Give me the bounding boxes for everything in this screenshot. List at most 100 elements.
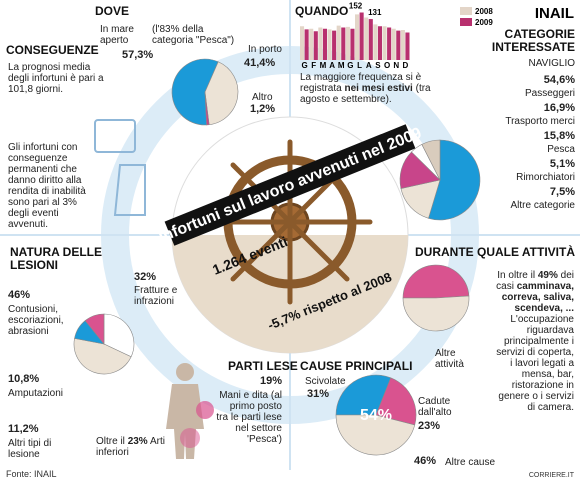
highlight xyxy=(196,401,214,419)
bar xyxy=(327,29,332,60)
x-tick-label: G xyxy=(301,61,307,70)
value: 54,6% xyxy=(543,74,575,86)
x-tick-label: N xyxy=(393,61,399,70)
label: Altre categorie xyxy=(510,200,575,211)
data-label: 152 xyxy=(349,2,363,11)
label: Fratture e infrazioni xyxy=(134,285,178,307)
bar xyxy=(345,26,350,60)
bar xyxy=(359,12,364,60)
label: Mani e dita (al primo posto tra le parti… xyxy=(216,390,282,445)
value: 57,3% xyxy=(122,49,154,61)
x-tick-label: G xyxy=(347,61,353,70)
x-tick-label: F xyxy=(311,61,316,70)
bar xyxy=(332,30,337,60)
pie-slice xyxy=(375,377,417,426)
legend-label: 2008 xyxy=(475,7,493,16)
value: 5,1% xyxy=(549,158,575,170)
text: L'occupazione riguardava principalmente … xyxy=(496,314,574,413)
value: 23% xyxy=(418,420,441,432)
section-title: CATEGORIE INTERESSATE xyxy=(491,27,575,54)
value: 1,2% xyxy=(250,103,276,115)
label: Altri tipi di lesione xyxy=(8,438,52,460)
pie-slice xyxy=(84,313,105,345)
pie-slice xyxy=(335,414,416,456)
label: Passeggeri xyxy=(524,88,575,99)
x-tick-label: A xyxy=(329,61,335,70)
value: 23% xyxy=(127,436,148,447)
bar xyxy=(364,17,369,60)
label: Contusioni, escoriazioni, abrasioni xyxy=(8,304,64,337)
label: In mare aperto xyxy=(100,24,134,46)
value: 46% xyxy=(8,289,31,301)
value: 10,8% xyxy=(8,373,40,385)
value: 11,2% xyxy=(8,423,39,435)
x-tick-label: O xyxy=(384,61,390,70)
center-label: 54% xyxy=(360,407,392,424)
label: In porto xyxy=(248,44,282,55)
legend-label: 2009 xyxy=(475,18,493,27)
bar xyxy=(341,27,346,60)
wheel xyxy=(164,116,416,354)
pie-slice xyxy=(421,139,441,181)
value: 7,5% xyxy=(549,186,575,198)
value: 16,9% xyxy=(543,102,575,114)
legend-swatch xyxy=(460,18,472,26)
bar xyxy=(300,26,305,60)
bar xyxy=(350,28,355,60)
bar xyxy=(318,27,323,60)
text: In oltre il xyxy=(497,270,536,281)
text: Oltre il 23% Arti inferiori xyxy=(96,436,186,458)
section-title: NATURA DELLE LESIONI xyxy=(10,245,102,272)
value: 31% xyxy=(307,388,330,400)
bar xyxy=(382,26,387,60)
note: (l'83% della categoria "Pesca") xyxy=(152,24,235,46)
label: Pesca xyxy=(547,144,575,155)
label: Trasporto merci xyxy=(505,116,575,127)
label: Altro xyxy=(252,92,273,103)
section-title: QUANDO xyxy=(295,4,349,18)
x-tick-label: M xyxy=(320,61,327,70)
pie-slice xyxy=(402,295,470,332)
text: nei mesi estivi xyxy=(344,83,413,94)
pie-slice xyxy=(400,179,441,219)
data-label: 131 xyxy=(368,8,382,17)
x-tick-label: S xyxy=(375,61,381,70)
bar xyxy=(304,29,309,60)
value: 32% xyxy=(134,271,157,283)
text: (tra agosto e settembre). xyxy=(300,83,431,105)
bar xyxy=(322,28,327,60)
text: Gli infortuni con conseguenze permanenti… xyxy=(8,142,86,230)
section-title: CONSEGUENZE xyxy=(6,43,99,57)
pie-slice xyxy=(73,338,132,375)
x-tick-label: M xyxy=(338,61,345,70)
bar xyxy=(373,24,378,60)
label: Altre attività xyxy=(435,348,464,370)
text: La maggiore frequenza si è registrata ne… xyxy=(300,72,450,105)
value: 15,8% xyxy=(543,130,575,142)
x-tick-label: L xyxy=(357,61,362,70)
bar xyxy=(336,25,341,60)
value: 46% xyxy=(414,455,437,467)
pie-slice xyxy=(402,264,470,299)
icons xyxy=(94,119,146,216)
pie-slice xyxy=(335,374,392,416)
label: Altre cause xyxy=(445,457,496,468)
label: camminava, correva, saliva, scendeva, ..… xyxy=(501,281,574,314)
value: 49% xyxy=(537,270,558,281)
bar xyxy=(400,30,405,60)
label: Scivolate xyxy=(305,376,346,387)
bar xyxy=(391,28,396,60)
pie-slice xyxy=(428,139,481,221)
label: Rimorchiatori xyxy=(516,172,575,183)
section-title: DOVE xyxy=(95,4,130,18)
pie-slice xyxy=(204,91,210,126)
pie-slice xyxy=(204,61,239,126)
label: Cadute dall'alto xyxy=(418,396,452,418)
text: In oltre il 49% dei casi camminava, corr… xyxy=(492,270,574,413)
section-title: CAUSE PRINCIPALI xyxy=(300,359,413,373)
bar xyxy=(387,27,392,60)
label: Arti inferiori xyxy=(96,436,165,458)
bar xyxy=(368,19,373,60)
source: Fonte: INAIL xyxy=(6,469,57,479)
